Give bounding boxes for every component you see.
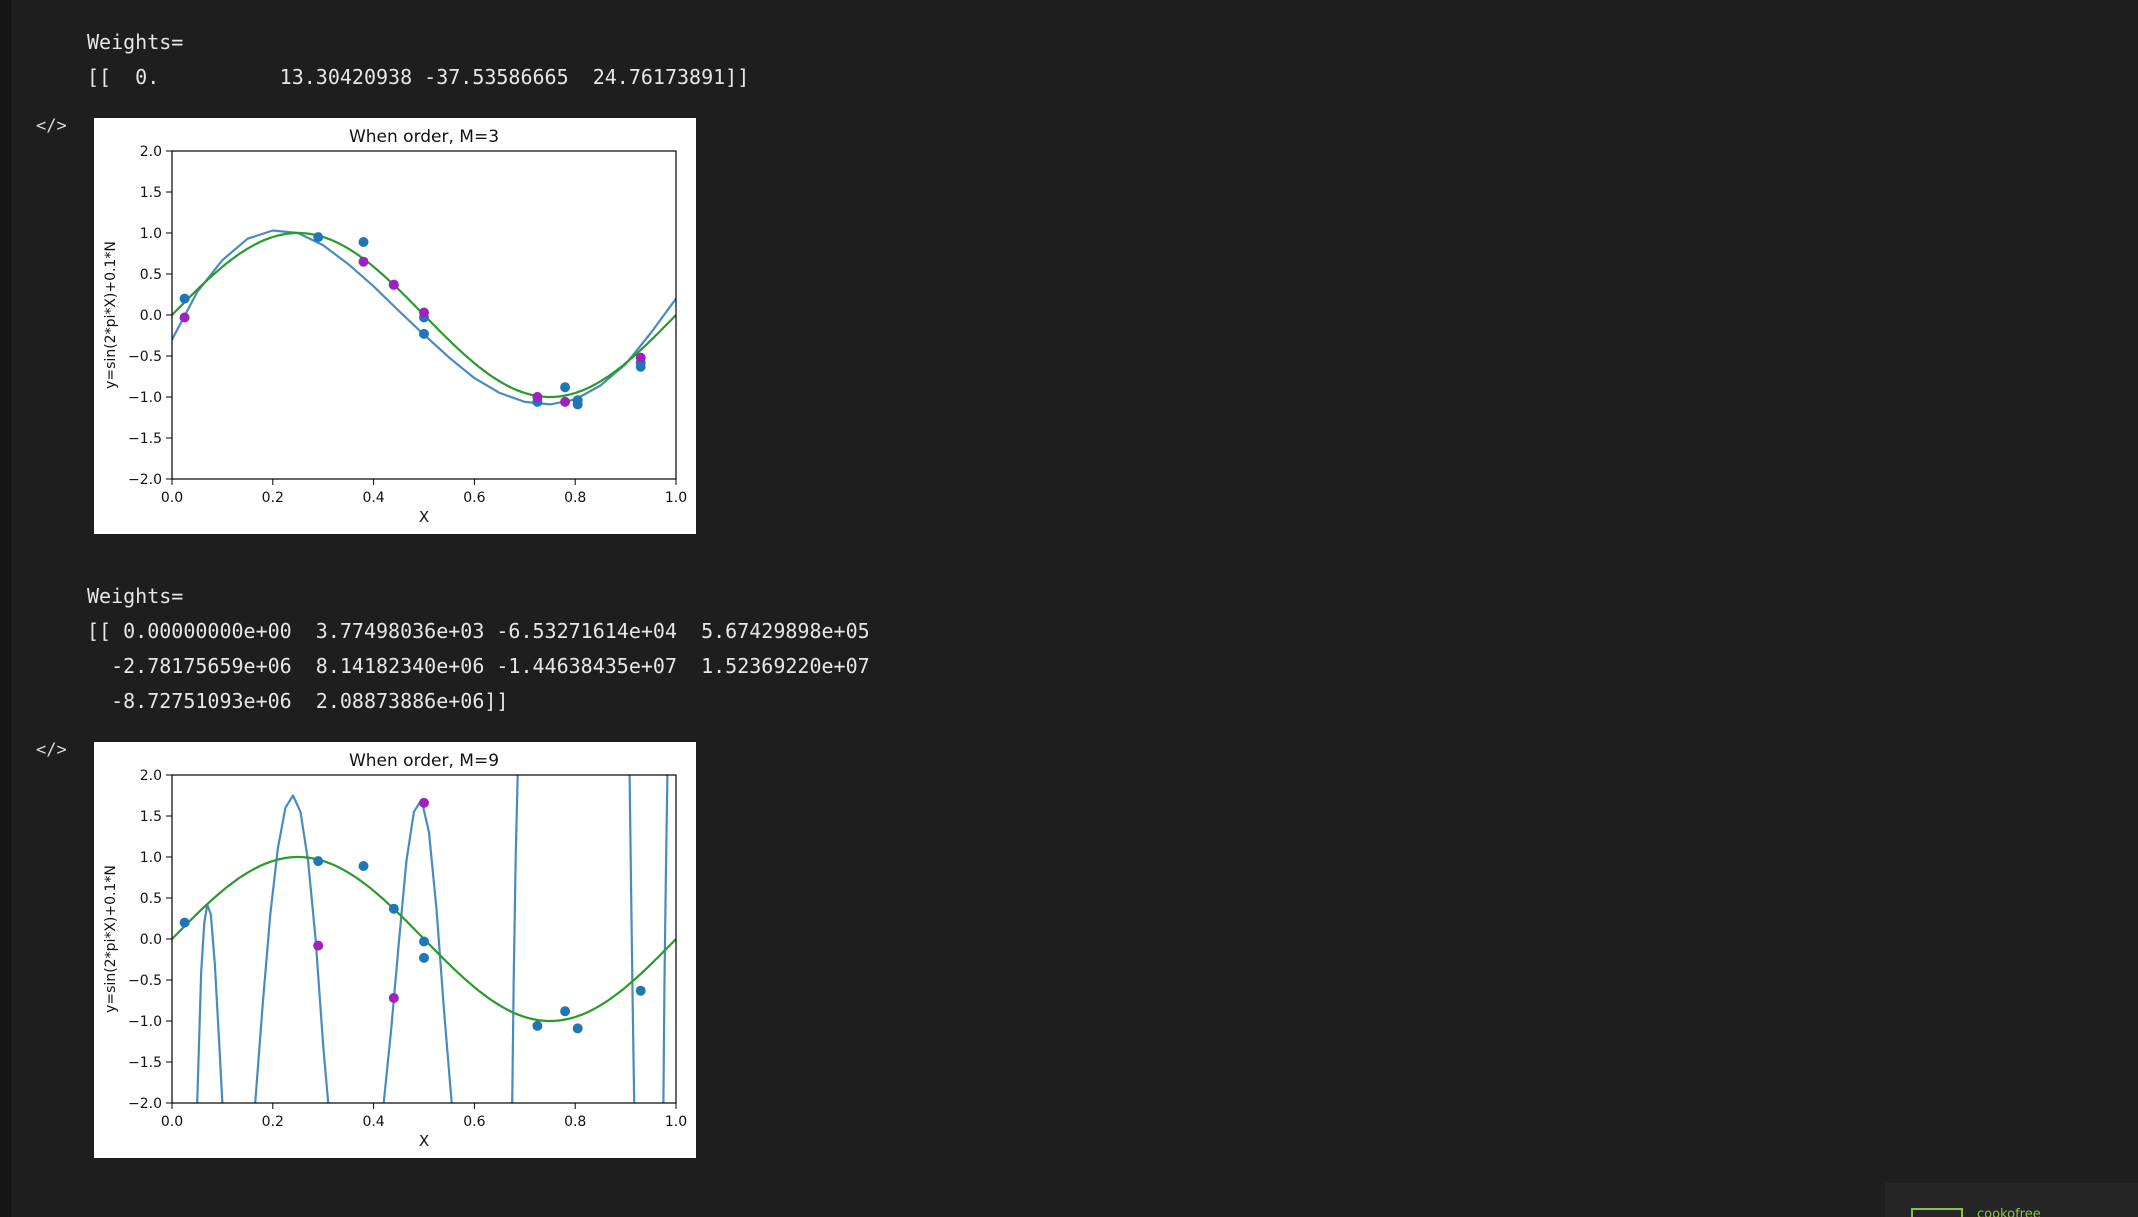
train-point — [313, 232, 324, 243]
test-point — [419, 797, 429, 808]
test-point — [179, 312, 190, 323]
train-point — [635, 361, 646, 372]
plot-area — [172, 775, 676, 1103]
y-tick-label: −1.5 — [128, 1055, 162, 1071]
corner-widget[interactable]: cookofree — [1885, 1183, 2138, 1217]
train-point — [419, 936, 429, 947]
train-point — [313, 856, 324, 867]
chart-title: When order, M=9 — [349, 751, 499, 771]
test-point — [388, 993, 399, 1003]
y-axis-label: y=sin(2*pi*X)+0.1*N — [103, 865, 119, 1013]
weights-label: Weights= — [87, 30, 184, 54]
train-point — [532, 1020, 543, 1031]
fit-curve-line — [511, 775, 519, 1103]
x-tick-label: 1.0 — [665, 490, 687, 506]
x-tick-label: 0.2 — [262, 1114, 284, 1130]
train-point — [560, 1006, 571, 1017]
y-tick-label: −1.0 — [128, 1014, 162, 1030]
y-tick-label: 0.0 — [140, 932, 162, 948]
test-point — [635, 352, 646, 363]
fit-curve-line — [254, 794, 330, 1103]
y-tick-label: 2.0 — [140, 144, 162, 160]
plot-m9: When order, M=9 0.0 0.2 0.4 0.6 0.8 1.0 2.0 1.5 1… — [94, 742, 696, 1158]
train-point — [419, 328, 429, 339]
train-point — [560, 382, 571, 393]
y-tick-label: −2.0 — [128, 472, 162, 488]
test-point — [560, 396, 571, 407]
left-gutter — [0, 0, 11, 1217]
train-point — [179, 917, 190, 928]
y-tick-label: 2.0 — [140, 768, 162, 784]
y-tick-label: 1.5 — [140, 185, 162, 201]
y-axis-label: y=sin(2*pi*X)+0.1*N — [103, 241, 119, 389]
x-tick-label: 0.6 — [463, 490, 485, 506]
code-toggle-icon[interactable]: </> — [36, 116, 67, 136]
y-tick-label: 1.5 — [140, 809, 162, 825]
fit-curve-line — [662, 775, 669, 1103]
y-tick-label: −1.5 — [128, 431, 162, 447]
test-point — [532, 392, 543, 402]
weights-output-m9: Weights= [[ 0.00000000e+00 3.77498036e+0… — [87, 579, 870, 719]
test-point — [388, 279, 399, 290]
train-point — [179, 293, 190, 304]
train-point — [358, 861, 369, 871]
weights-values-line: -2.78175659e+06 8.14182340e+06 -1.446384… — [87, 654, 870, 678]
train-point — [419, 952, 429, 963]
test-point — [419, 307, 429, 318]
fit-curve-line — [382, 798, 453, 1103]
x-tick-label: 0.0 — [161, 1114, 183, 1130]
train-point — [572, 399, 583, 410]
train-point — [358, 237, 369, 247]
train-point — [572, 1023, 583, 1034]
y-tick-label: 1.0 — [140, 850, 162, 866]
test-point — [358, 256, 369, 267]
x-tick-label: 0.8 — [564, 490, 586, 506]
fit-curve-line — [196, 903, 224, 1103]
y-tick-label: −0.5 — [128, 349, 162, 365]
weights-values-line: [[ 0.00000000e+00 3.77498036e+03 -6.5327… — [87, 619, 870, 643]
weights-values-line: -8.72751093e+06 2.08873886e+06]] — [87, 689, 509, 713]
code-toggle-icon[interactable]: </> — [36, 740, 67, 760]
x-tick-label: 1.0 — [665, 1114, 687, 1130]
train-point — [635, 985, 646, 996]
weights-label: Weights= — [87, 584, 184, 608]
x-tick-label: 0.4 — [362, 490, 384, 506]
plot-m3: When order, M=3 0.0 0.2 0.4 0.6 0.8 1.0 2.0 1.5 1… — [94, 118, 696, 534]
x-tick-label: 0.6 — [463, 1114, 485, 1130]
fit-curve-line — [628, 775, 636, 1103]
test-point — [313, 940, 324, 951]
y-tick-label: −2.0 — [128, 1096, 162, 1112]
chart-svg-m9: When order, M=9 0.0 0.2 0.4 0.6 0.8 1.0 2.0 1.5 1… — [103, 751, 687, 1150]
chart-title: When order, M=3 — [349, 127, 499, 147]
y-tick-label: −1.0 — [128, 390, 162, 406]
x-tick-label: 0.2 — [262, 490, 284, 506]
x-tick-label: 0.0 — [161, 490, 183, 506]
x-tick-label: 0.4 — [362, 1114, 384, 1130]
x-tick-label: 0.8 — [564, 1114, 586, 1130]
plot-area — [172, 229, 676, 410]
y-tick-label: 1.0 — [140, 226, 162, 242]
weights-output-m3: Weights= [[ 0. 13.30420938 -37.53586665 … — [87, 25, 749, 95]
y-tick-label: 0.5 — [140, 891, 162, 907]
corner-widget-label: cookofree — [1977, 1207, 2041, 1217]
weights-values-line: [[ 0. 13.30420938 -37.53586665 24.761738… — [87, 65, 750, 89]
train-point — [388, 903, 399, 914]
logo-icon — [1911, 1208, 1963, 1217]
x-axis-label: X — [419, 1132, 429, 1150]
y-tick-label: 0.0 — [140, 308, 162, 324]
x-axis-label: X — [419, 508, 429, 526]
y-tick-label: 0.5 — [140, 267, 162, 283]
chart-svg-m3: When order, M=3 0.0 0.2 0.4 0.6 0.8 1.0 2.0 1.5 1… — [103, 127, 687, 526]
y-tick-label: −0.5 — [128, 973, 162, 989]
